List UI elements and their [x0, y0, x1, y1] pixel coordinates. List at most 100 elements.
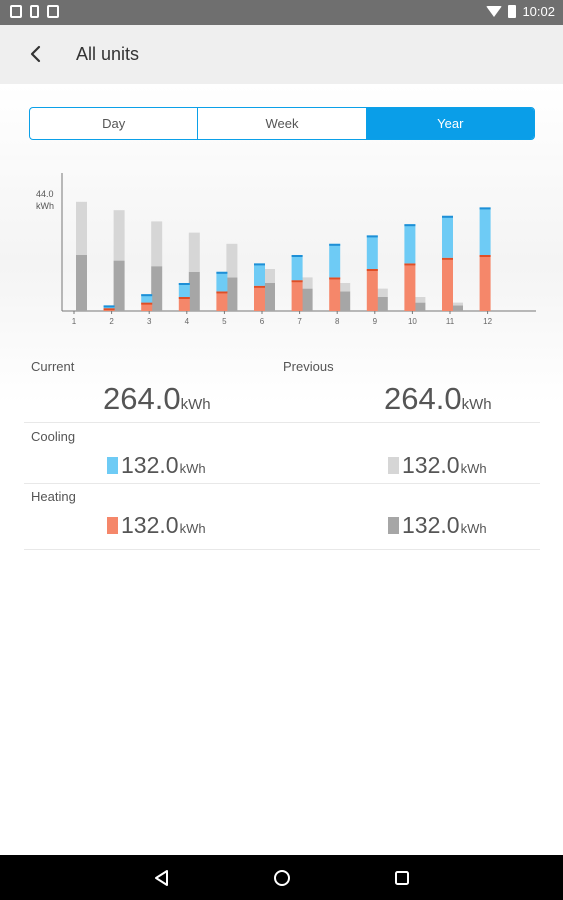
current-heating-value: 132.0 [121, 512, 179, 538]
current-heating-bar [442, 257, 453, 311]
current-cooling-bar [479, 207, 491, 255]
x-tick-label: 10 [408, 317, 417, 326]
current-heating-bar [291, 280, 303, 311]
clock: 10:02 [522, 4, 555, 19]
current-cooling-cap [178, 283, 190, 285]
divider [24, 422, 540, 423]
phone-notification-icon [30, 5, 39, 18]
current-heating-cap [103, 308, 115, 311]
current-total: 264.0kWh [103, 381, 211, 417]
x-tick-label: 4 [185, 317, 190, 326]
previous-heating-bar [151, 266, 163, 311]
current-heating-bar [216, 291, 228, 311]
previous-cooling-bar [376, 288, 388, 297]
x-tick-label: 3 [147, 317, 152, 326]
y-unit-label: kWh [36, 201, 54, 211]
x-tick-label: 12 [483, 317, 492, 326]
previous-heating-bar [226, 277, 238, 311]
divider [24, 549, 540, 550]
previous-cooling-value: 132.0 [402, 452, 460, 478]
previous-heating-bar [452, 305, 463, 311]
current-cooling-bar [291, 255, 303, 281]
status-bar: 10:02 [0, 0, 563, 25]
previous-total: 264.0kWh [384, 381, 492, 417]
current-cooling: 132.0 kWh [107, 452, 206, 479]
x-tick-label: 1 [72, 317, 77, 326]
previous-heating-bar [339, 291, 351, 311]
current-cooling-bar [254, 263, 265, 286]
bars-group [76, 201, 491, 311]
tab-week[interactable]: Week [198, 108, 367, 139]
previous-heating-unit: kWh [460, 521, 487, 536]
current-heating-bar [366, 269, 378, 311]
home-circle-icon[interactable] [271, 867, 293, 889]
photos-notification-icon [47, 5, 59, 18]
current-cooling-bar [404, 224, 416, 264]
current-heating-bar [178, 297, 190, 311]
tab-day[interactable]: Day [30, 108, 199, 139]
current-heating-cap [291, 280, 303, 283]
previous-cooling-bar [76, 201, 87, 255]
current-cooling-cap [404, 224, 416, 227]
current-cooling-bar [329, 243, 341, 278]
system-nav-bar [0, 855, 563, 900]
x-tick-label: 7 [297, 317, 302, 326]
previous-heating-bar [76, 255, 87, 311]
current-label: Current [31, 359, 75, 374]
current-cooling-bar [178, 283, 190, 297]
x-tick-label: 11 [446, 317, 455, 326]
current-total-unit: kWh [180, 396, 211, 413]
current-heating-cap [479, 255, 491, 257]
previous-cooling-bar [151, 221, 163, 267]
current-cooling-cap [254, 263, 265, 266]
previous-cooling-bar [339, 283, 351, 292]
current-heating-bar [254, 285, 265, 311]
app-header: All units [0, 25, 563, 84]
current-cooling-cap [479, 207, 491, 210]
tab-year[interactable]: Year [366, 108, 534, 139]
page-title: All units [76, 44, 140, 64]
current-cooling-cap [291, 255, 303, 257]
current-heating-cap [254, 285, 265, 288]
y-max-label: 44.0 [36, 189, 54, 199]
recents-square-icon[interactable] [391, 867, 413, 889]
previous-total-unit: kWh [461, 396, 492, 413]
current-cooling-bar [216, 271, 228, 292]
previous-cooling-bar [301, 277, 313, 289]
previous-cooling-bar [226, 243, 238, 278]
current-total-value: 264.0 [103, 381, 181, 416]
battery-icon [508, 5, 517, 18]
current-heating-unit: kWh [179, 521, 206, 536]
back-triangle-icon[interactable] [151, 867, 173, 889]
previous-label: Previous [283, 359, 334, 374]
content-background [0, 84, 563, 854]
current-cooling-bar [141, 294, 153, 303]
current-cooling-bar [366, 235, 378, 269]
current-cooling-cap [141, 294, 153, 297]
previous-heating-bar [301, 288, 313, 311]
period-tabs: Day Week Year [29, 107, 535, 140]
x-tick-label: 6 [260, 317, 265, 326]
x-tick-labels: 1 2 3 4 5 6 7 8 9 10 11 12 [72, 311, 493, 326]
heating-current-swatch [107, 517, 118, 534]
previous-cooling-bar [414, 297, 426, 303]
previous-heating-bar [414, 302, 426, 311]
current-heating-bar [404, 263, 416, 311]
energy-bar-chart: 44.0 kWh 1 2 3 4 5 6 7 8 9 10 11 12 [36, 173, 536, 326]
previous-cooling-bar [188, 232, 200, 272]
current-cooling-cap [442, 215, 453, 218]
current-heating-cap [329, 277, 341, 280]
previous-heating-bar [264, 283, 275, 311]
heating-label: Heating [31, 489, 76, 504]
current-heating-bar [479, 255, 491, 311]
previous-cooling-bar [452, 302, 463, 306]
previous-cooling-unit: kWh [460, 461, 487, 476]
previous-heating: 132.0 kWh [388, 512, 487, 539]
current-heating-cap [366, 269, 378, 271]
previous-heating-value: 132.0 [402, 512, 460, 538]
back-arrow-icon[interactable] [24, 41, 50, 67]
current-heating-cap [178, 297, 190, 299]
current-cooling-cap [329, 243, 341, 246]
previous-heating-bar [376, 297, 388, 311]
heating-previous-swatch [388, 517, 399, 534]
